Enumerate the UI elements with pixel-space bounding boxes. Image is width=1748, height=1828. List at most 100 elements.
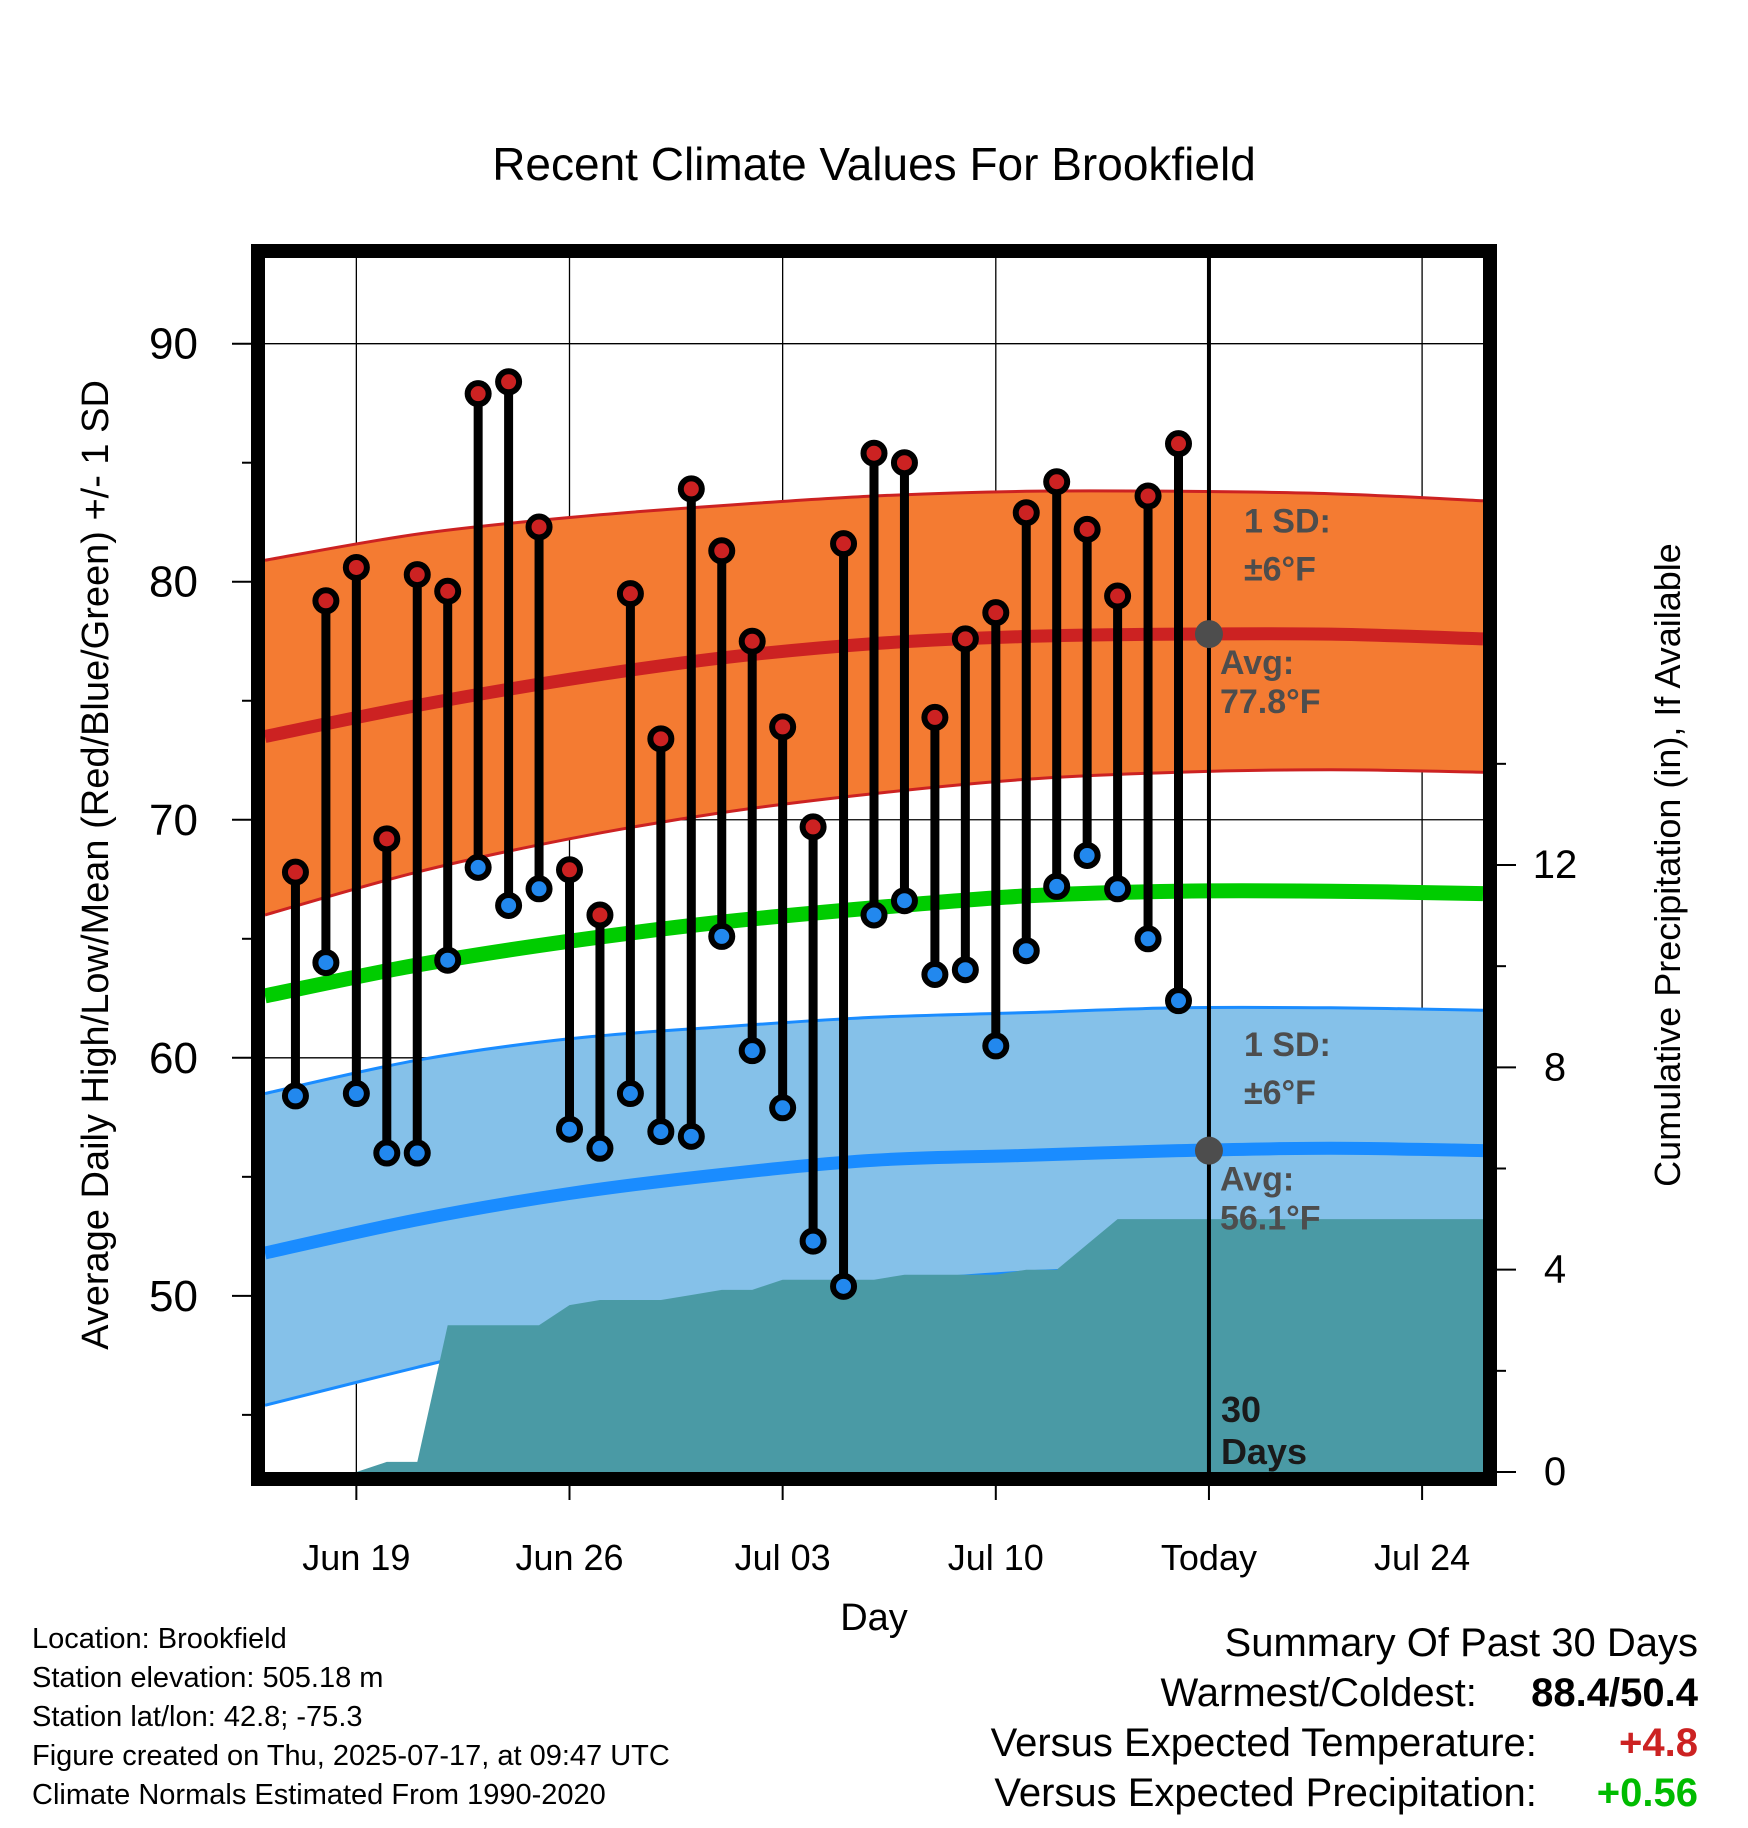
daily-high-point: [464, 380, 492, 408]
location-text: Location: Brookfield: [32, 1623, 287, 1655]
daily-high-point: [312, 587, 340, 615]
x-tick-label: Jun 19: [302, 1537, 410, 1578]
daily-high-point: [1134, 482, 1162, 510]
daily-low-point: [1043, 872, 1071, 900]
y-tick-label: 60: [149, 1034, 198, 1083]
daily-low-point: [1073, 841, 1101, 869]
x-tick-label: Jun 26: [515, 1537, 623, 1578]
daily-high-point: [890, 449, 918, 477]
daily-low-point: [434, 946, 462, 974]
daily-high-point: [951, 625, 979, 653]
daily-high-point: [1165, 430, 1192, 458]
high-sd-value: ±6°F: [1244, 550, 1316, 588]
y2-tick-label: 8: [1544, 1045, 1566, 1089]
plot-frame: [251, 244, 1497, 1486]
low-avg-label: Avg:: [1220, 1161, 1294, 1199]
daily-low-point: [982, 1032, 1010, 1060]
y2-tick-label: 12: [1533, 843, 1578, 887]
x-tick-label: Jul 03: [735, 1537, 831, 1578]
daily-high-point: [403, 561, 431, 589]
normals-text: Climate Normals Estimated From 1990-2020: [32, 1779, 606, 1811]
daily-low-point: [1134, 925, 1162, 953]
daily-high-point: [434, 577, 462, 605]
warm-cold-row: Warmest/Coldest: 88.4/50.4: [991, 1668, 1699, 1718]
daily-low-point: [556, 1115, 583, 1143]
daily-low-point: [616, 1080, 644, 1108]
daily-low-point: [951, 956, 979, 984]
daily-low-point: [647, 1118, 675, 1146]
precipitation-area: [265, 1219, 1483, 1472]
daily-range-bars: [290, 381, 1183, 1287]
temp-label: Versus Expected Temperature:: [990, 1721, 1537, 1765]
daily-low-point: [860, 901, 888, 929]
today-low-avg-marker: [1194, 1136, 1223, 1165]
low-sd-band-upper-edge: [265, 1005, 1483, 1095]
daily-high-point: [830, 530, 858, 558]
warm-cold-label: Warmest/Coldest:: [1160, 1671, 1477, 1715]
low-sd-label: 1 SD:: [1244, 1026, 1331, 1064]
x-tick-label: Today: [1161, 1537, 1257, 1578]
daily-high-point: [708, 537, 736, 565]
daily-high-point: [982, 599, 1010, 627]
low-normal-line: [265, 1141, 1483, 1260]
summary-title: Summary Of Past 30 Days: [1224, 1621, 1698, 1665]
y2-tick-label: 0: [1544, 1450, 1566, 1494]
daily-low-point: [1012, 937, 1040, 965]
daily-high-point: [1012, 499, 1040, 527]
daily-points: [281, 368, 1192, 1300]
daily-low-point: [525, 875, 553, 903]
high-avg-value: 77.8°F: [1220, 683, 1321, 721]
daily-high-point: [1043, 468, 1071, 496]
daily-high-point: [769, 713, 797, 741]
elevation-text: Station elevation: 505.18 m: [32, 1662, 384, 1694]
daily-low-point: [769, 1094, 797, 1122]
daily-high-point: [799, 813, 827, 841]
today-high-avg-marker: [1194, 620, 1223, 649]
daily-low-point: [373, 1139, 401, 1167]
precip-value: +0.56: [1596, 1771, 1698, 1815]
warm-cold-value: 88.4/50.4: [1531, 1671, 1698, 1715]
daily-high-point: [921, 703, 949, 731]
daily-high-point: [281, 858, 309, 886]
x-tick-label: Jul 10: [948, 1537, 1044, 1578]
y-axis-label: Average Daily High/Low/Mean (Red/Blue/Gr…: [75, 380, 117, 1350]
x-axis-label: Day: [840, 1597, 908, 1639]
daily-high-point: [1104, 582, 1132, 610]
precip-row: Versus Expected Precipitation: +0.56: [991, 1768, 1698, 1818]
station-info: Location: Brookfield Station elevation: …: [32, 1620, 670, 1815]
daily-low-point: [738, 1037, 766, 1065]
y-tick-label: 50: [149, 1272, 198, 1321]
daily-low-point: [799, 1227, 827, 1255]
daily-high-point: [556, 856, 583, 884]
daily-high-point: [525, 513, 553, 541]
daily-high-point: [495, 368, 523, 396]
summary-panel: Summary Of Past 30 Days Warmest/Coldest:…: [991, 1618, 1698, 1818]
daily-high-point: [342, 553, 370, 581]
daily-low-point: [403, 1139, 431, 1167]
daily-low-point: [677, 1122, 705, 1150]
daily-low-point: [1104, 875, 1132, 903]
x-tick-label: Jul 24: [1374, 1537, 1470, 1578]
daily-high-point: [647, 725, 675, 753]
daily-low-point: [281, 1082, 309, 1110]
daily-high-point: [373, 825, 401, 853]
plot-area: [265, 258, 1483, 1472]
low-sd-value: ±6°F: [1244, 1074, 1316, 1112]
days-count-number: 30: [1221, 1389, 1261, 1430]
days-count-word: Days: [1221, 1431, 1307, 1472]
high-sd-label: 1 SD:: [1244, 502, 1331, 540]
today-marker: [1194, 258, 1223, 1472]
daily-low-point: [586, 1134, 614, 1162]
cumulative-precip-area: [265, 1219, 1483, 1472]
axes: Jun 19 Jun 26 Jul 03 Jul 10 Today Jul 24 50 60 7…: [149, 320, 1577, 1578]
y-tick-label: 80: [149, 558, 198, 607]
daily-high-point: [738, 627, 766, 655]
daily-low-point: [1165, 987, 1192, 1015]
temp-value: +4.8: [1619, 1721, 1698, 1765]
precip-label: Versus Expected Precipitation:: [994, 1771, 1537, 1815]
daily-high-point: [616, 580, 644, 608]
chart-title: Recent Climate Values For Brookfield: [492, 138, 1256, 190]
y2-tick-label: 4: [1544, 1248, 1566, 1292]
